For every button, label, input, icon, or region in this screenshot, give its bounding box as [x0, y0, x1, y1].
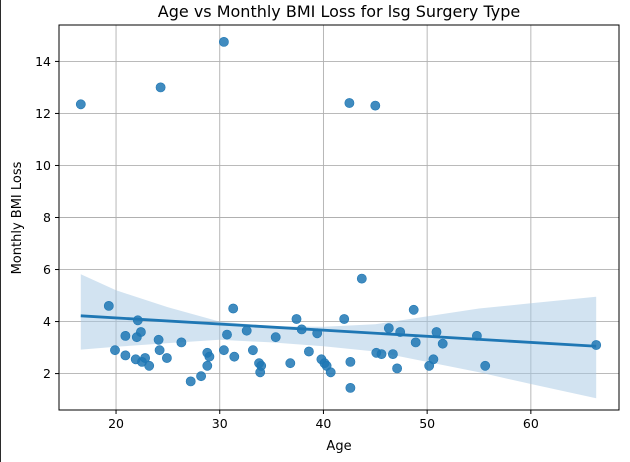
data-point: [480, 360, 491, 371]
data-point: [155, 82, 166, 93]
data-point: [345, 356, 356, 367]
y-axis-label: Monthly BMI Loss: [10, 161, 25, 274]
y-tick-label: 6: [43, 262, 51, 277]
data-point: [408, 304, 419, 315]
data-point: [110, 345, 120, 356]
data-point: [325, 367, 336, 378]
data-point: [247, 345, 258, 356]
data-point: [356, 273, 367, 284]
data-points: [75, 37, 602, 393]
data-point: [291, 314, 302, 324]
x-axis-label: Age: [326, 439, 351, 454]
data-point: [370, 100, 381, 111]
data-point: [75, 99, 86, 110]
x-tick-label: 40: [315, 416, 331, 431]
data-point: [218, 37, 229, 47]
data-point: [176, 337, 187, 348]
y-tick-label: 10: [35, 158, 51, 173]
data-point: [140, 353, 150, 363]
data-point: [222, 329, 232, 340]
confidence-band: [80, 274, 597, 399]
x-axis-ticks: 20 30 40 50 60: [108, 410, 539, 431]
data-point: [285, 358, 296, 369]
y-tick-label: 8: [43, 210, 51, 225]
data-point: [228, 303, 239, 314]
data-point: [345, 382, 356, 393]
data-point: [383, 323, 394, 333]
data-point: [428, 354, 439, 365]
data-point: [437, 338, 448, 349]
data-point: [241, 325, 252, 336]
data-point: [303, 346, 314, 357]
x-tick-label: 30: [212, 416, 228, 431]
data-point: [185, 376, 196, 387]
chart-title: Age vs Monthly BMI Loss for lsg Surgery …: [158, 2, 520, 21]
x-tick-label: 50: [419, 416, 435, 431]
data-point: [103, 300, 114, 311]
x-tick-label: 60: [523, 416, 539, 431]
data-point: [376, 349, 387, 359]
y-tick-label: 4: [43, 314, 51, 329]
window-edge: [0, 0, 1, 462]
data-point: [154, 345, 165, 356]
data-point: [153, 334, 164, 345]
data-point: [344, 98, 355, 108]
data-point: [339, 314, 350, 324]
data-point: [256, 360, 267, 371]
data-point: [392, 363, 402, 374]
data-point: [196, 371, 206, 382]
regression-line: [80, 314, 597, 348]
data-point: [229, 351, 240, 362]
data-point: [135, 327, 146, 337]
x-tick-label: 20: [108, 416, 124, 431]
y-tick-label: 2: [43, 366, 51, 381]
data-point: [202, 360, 213, 371]
data-point: [410, 337, 421, 348]
y-tick-label: 14: [35, 54, 51, 69]
data-point: [218, 345, 229, 356]
y-axis-ticks: 2 4 6 8 10 12 14: [35, 54, 59, 381]
data-point: [120, 350, 131, 361]
data-point: [270, 332, 281, 343]
y-tick-label: 12: [35, 106, 51, 121]
data-point: [204, 351, 215, 362]
data-point: [387, 349, 398, 359]
data-point: [144, 360, 155, 371]
data-point: [431, 327, 442, 337]
data-point: [120, 330, 131, 341]
data-point: [161, 353, 172, 363]
